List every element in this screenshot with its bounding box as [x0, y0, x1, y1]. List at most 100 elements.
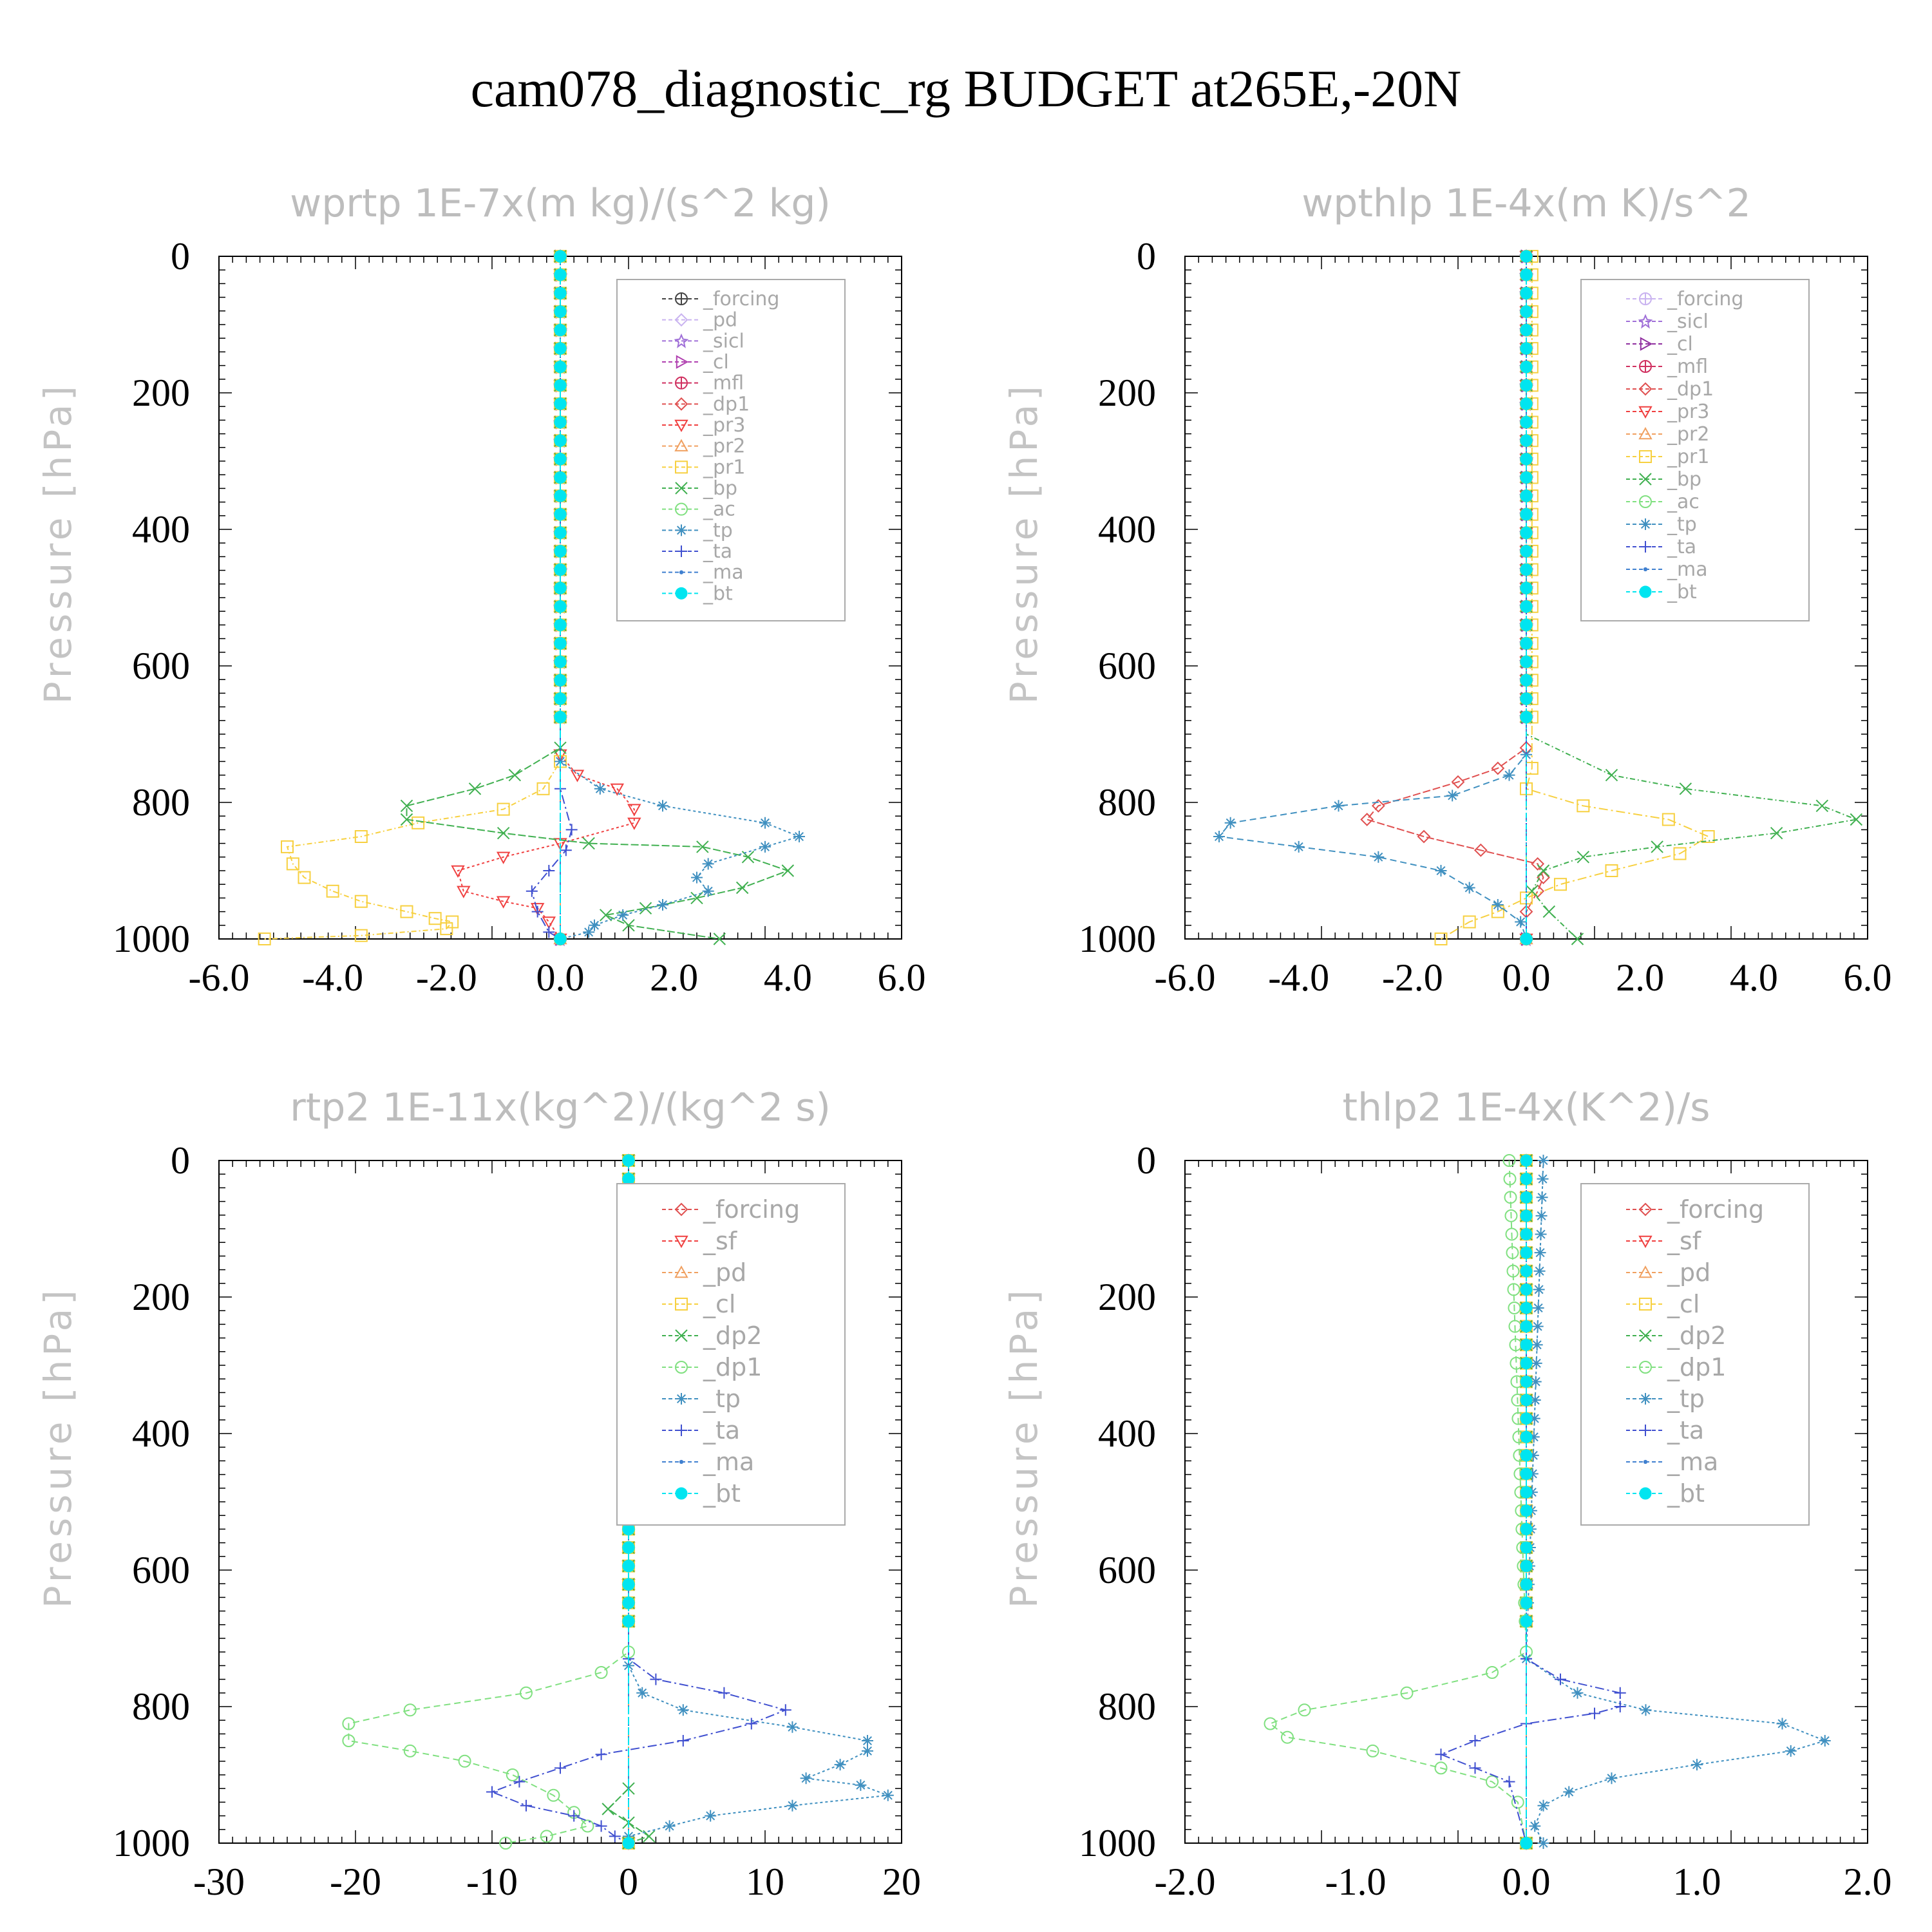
data-point: [1850, 813, 1863, 826]
data-point: [1520, 1246, 1533, 1259]
legend-label: _sicl: [703, 330, 744, 352]
legend-marker: [674, 419, 688, 433]
data-point: [1446, 790, 1459, 802]
legend-marker: [676, 1425, 687, 1436]
data-point: [1434, 1761, 1448, 1775]
data-point: [713, 933, 726, 945]
legend-marker: [1639, 473, 1652, 486]
data-point: [582, 837, 595, 850]
y-tick-label: 1000: [1079, 1822, 1156, 1864]
data-point: [458, 1754, 471, 1768]
data-point: [1537, 1173, 1549, 1185]
data-point: [554, 379, 567, 392]
legend-marker: [1639, 585, 1652, 598]
legend-marker: [1640, 337, 1653, 351]
y-tick-label: 600: [1098, 645, 1156, 687]
data-point: [691, 871, 703, 884]
legend: _forcing _sf _pd _cl _dp2 _dp1 _tp _ta _ma _bt: [1580, 1183, 1810, 1526]
data-point: [526, 885, 538, 897]
y-tick-label: 0: [171, 1139, 190, 1182]
legend-label: _pr3: [1667, 401, 1709, 423]
legend-item: _cl: [662, 1290, 735, 1318]
legend-label: _ma: [1667, 558, 1708, 581]
data-point: [1577, 851, 1590, 864]
legend-marker: [675, 376, 688, 390]
data-point: [1554, 878, 1567, 891]
legend-marker: [1639, 495, 1652, 508]
data-point: [1589, 1707, 1600, 1719]
data-point: [1473, 843, 1488, 857]
data-point: [735, 881, 749, 895]
data-point: [1679, 782, 1692, 795]
data-point: [1673, 847, 1687, 860]
data-point: [542, 916, 556, 929]
legend-label: _ta: [703, 540, 732, 563]
legend-label: _sicl: [1667, 310, 1709, 333]
legend-label: _forcing: [703, 288, 779, 310]
data-point: [581, 1819, 594, 1833]
x-tick-label: -4.0: [1268, 956, 1329, 999]
legend-item: _ta: [662, 540, 732, 563]
data-point: [1520, 361, 1533, 374]
data-point: [677, 1704, 689, 1716]
legend-label: _bt: [703, 1479, 741, 1508]
data-point: [1372, 851, 1385, 863]
y-tick-label: 1000: [113, 1822, 190, 1864]
legend-label: _dp2: [1667, 1321, 1726, 1350]
data-point: [1520, 397, 1533, 410]
legend-item: _bp: [662, 477, 737, 500]
legend-label: _pd: [703, 1258, 746, 1287]
data-point: [554, 526, 567, 539]
data-point: [298, 871, 311, 884]
data-point: [639, 902, 652, 915]
data-point: [554, 250, 567, 263]
data-point: [1520, 526, 1533, 539]
data-point: [627, 817, 641, 830]
data-point: [1520, 1283, 1533, 1296]
legend-marker: [1639, 450, 1652, 463]
series-group: [1264, 1153, 1831, 1851]
legend-marker: [1638, 1235, 1653, 1249]
data-point: [440, 922, 453, 936]
legend-item: _tp: [1626, 1385, 1705, 1413]
legend-item: _pr1: [1626, 446, 1709, 468]
legend-marker: [1638, 406, 1653, 419]
legend-label: _tp: [703, 1385, 741, 1413]
data-point: [1534, 1247, 1546, 1259]
x-tick-label: -2.0: [1382, 956, 1443, 999]
data-point: [1533, 1265, 1546, 1277]
data-point: [1360, 813, 1374, 826]
legend-marker: [1640, 1425, 1651, 1436]
legend-item: _cl: [1626, 333, 1693, 355]
x-tick-label: 20: [882, 1861, 921, 1903]
data-point: [554, 674, 567, 687]
y-tick-label: 400: [1098, 508, 1156, 551]
legend-label: _sf: [703, 1227, 738, 1255]
legend-item: _ma: [1626, 1448, 1718, 1476]
legend-item: _ta: [1626, 1416, 1704, 1444]
data-point: [1504, 1191, 1517, 1204]
data-point: [657, 800, 668, 812]
data-point: [862, 1735, 873, 1747]
data-point: [554, 600, 567, 613]
legend-label: _pd: [1667, 1258, 1710, 1287]
data-point: [718, 1687, 730, 1699]
x-tick-label: 10: [746, 1861, 784, 1903]
data-point: [554, 397, 567, 410]
legend-marker: [674, 397, 688, 411]
data-point: [601, 1803, 614, 1815]
data-point: [286, 857, 299, 871]
series_pr3: [451, 251, 641, 947]
legend-label: _pr3: [703, 414, 745, 437]
legend-label: _sf: [1667, 1227, 1702, 1255]
data-point: [1527, 1449, 1539, 1461]
data-point: [1469, 1735, 1481, 1747]
data-point: [622, 1541, 635, 1554]
data-point: [560, 844, 572, 857]
legend-item: _tp: [662, 1385, 741, 1413]
legend-marker: [675, 502, 688, 516]
series_tp: [1213, 251, 1532, 945]
legend-item: _forcing: [1626, 288, 1743, 310]
x-tick-label: 4.0: [764, 956, 812, 999]
